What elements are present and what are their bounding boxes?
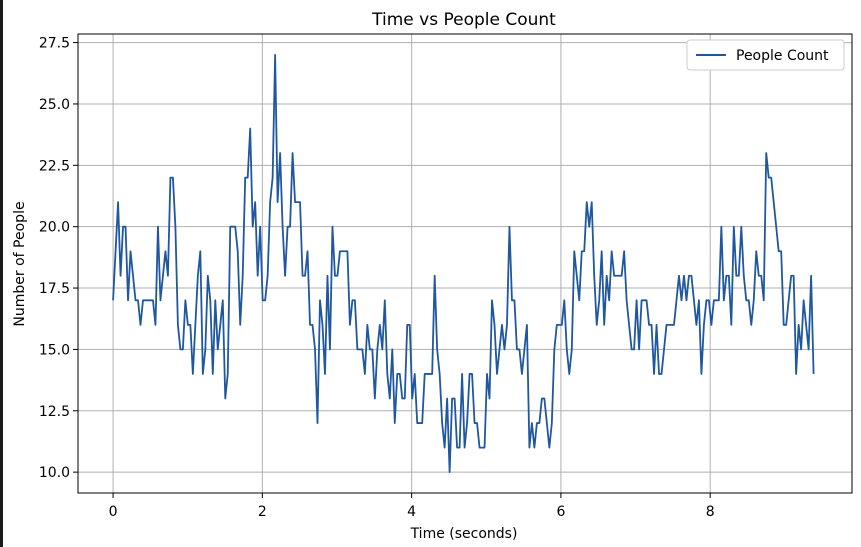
window-edge: [0, 0, 3, 547]
x-tick-label: 0: [109, 504, 118, 520]
x-axis-label: Time (seconds): [410, 526, 518, 542]
x-tick-label: 6: [556, 504, 565, 520]
y-tick-label: 27.5: [39, 36, 70, 52]
axis-ticks: 0 2 4 6 8 10.0 12.5 15.0 17.5 20.0 22.5 25.0 27.5: [39, 36, 715, 520]
series-line-people-count: [112, 53, 815, 474]
x-tick-label: 4: [407, 504, 416, 520]
y-tick-label: 25.0: [39, 97, 70, 113]
y-tick-label: 20.0: [39, 220, 70, 236]
plot-frame: [77, 33, 853, 494]
x-tick-label: 2: [258, 504, 267, 520]
x-tick-label: 8: [706, 504, 715, 520]
y-tick-label: 15.0: [39, 342, 70, 358]
legend-label: People Count: [736, 48, 829, 64]
y-tick-label: 22.5: [39, 158, 70, 174]
y-tick-label: 12.5: [39, 404, 70, 420]
legend: People Count: [686, 39, 845, 71]
y-axis-label: Number of People: [12, 201, 28, 326]
y-tick-label: 10.0: [39, 465, 70, 481]
y-tick-label: 17.5: [39, 281, 70, 297]
chart-title: Time vs People Count: [371, 10, 556, 30]
legend-box: [686, 39, 845, 71]
